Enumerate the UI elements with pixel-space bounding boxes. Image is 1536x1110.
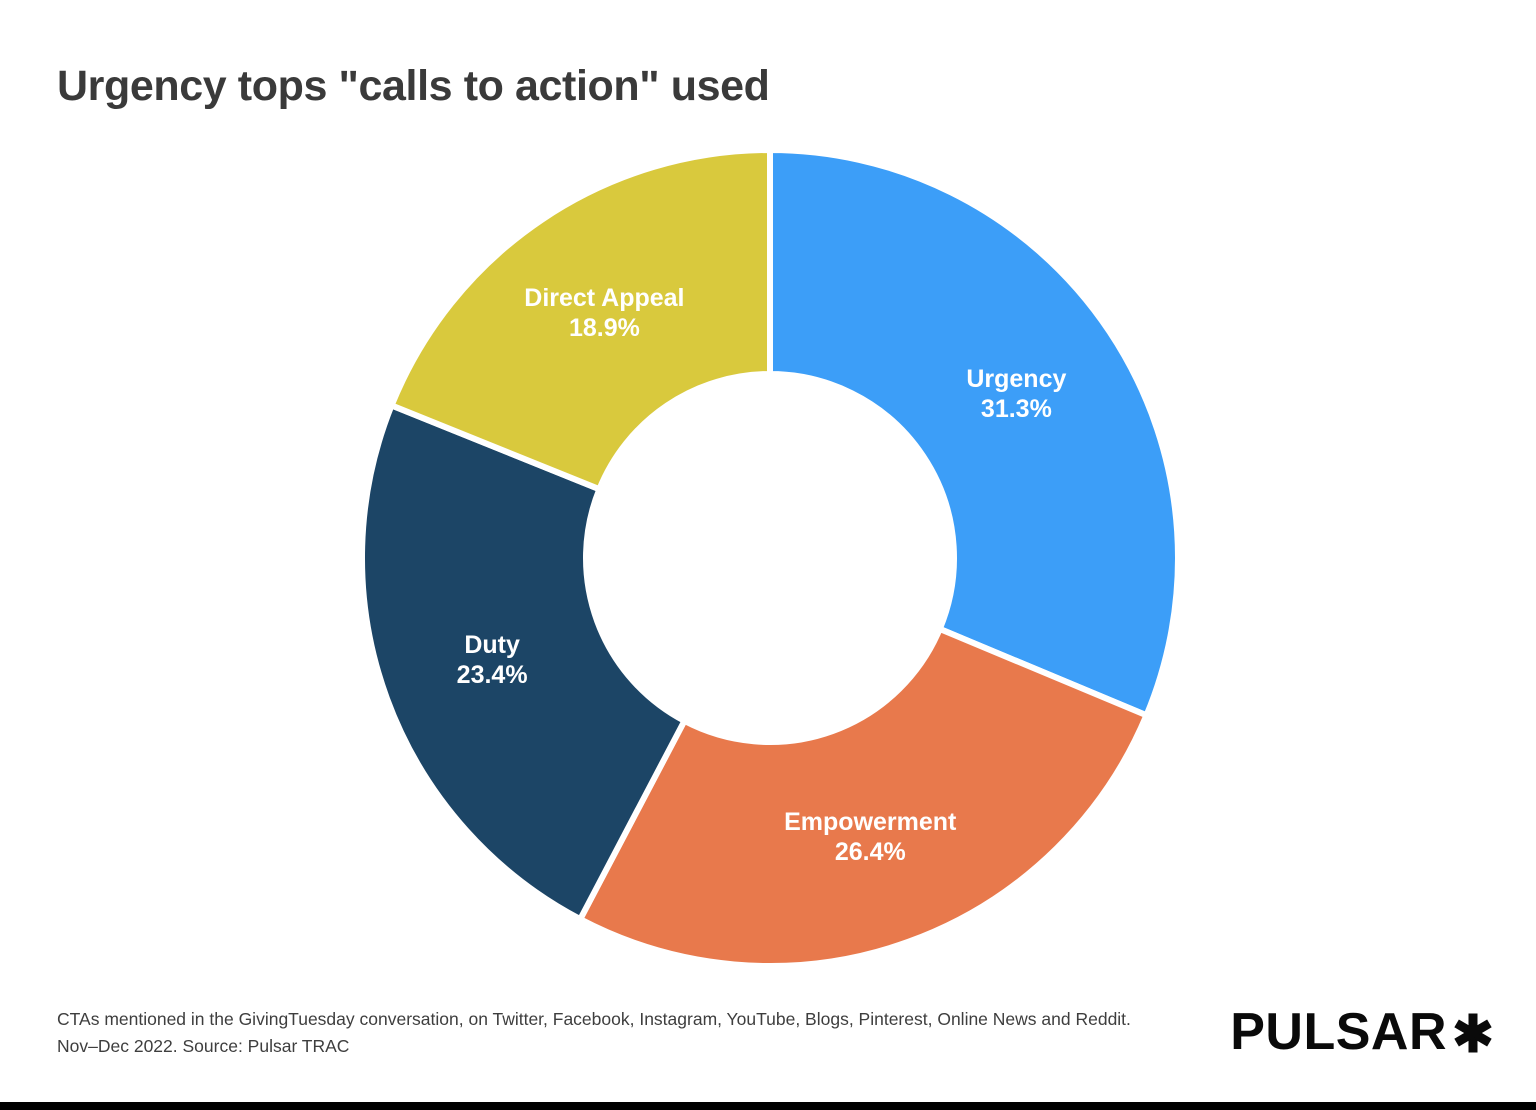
source-note: CTAs mentioned in the GivingTuesday conv… (57, 1006, 1131, 1060)
segment-urgency (767, 147, 1181, 719)
source-note-line-1: CTAs mentioned in the GivingTuesday conv… (57, 1009, 1131, 1029)
chart-title: Urgency tops "calls to action" used (57, 62, 770, 110)
segment-duty (359, 402, 688, 923)
pulsar-logo-text: PULSAR (1230, 1003, 1447, 1061)
bottom-accent-bar (0, 1102, 1536, 1110)
donut-chart-svg (359, 147, 1181, 969)
donut-chart: Urgency 31.3% Empowerment 26.4% Duty 23.4% Dir… (355, 143, 1185, 973)
pulsar-logo: PULSAR (1230, 1002, 1494, 1062)
source-note-line-2: Nov–Dec 2022. Source: Pulsar TRAC (57, 1036, 350, 1056)
segment-empowerment (577, 625, 1150, 969)
footer: CTAs mentioned in the GivingTuesday conv… (57, 1003, 1494, 1062)
pulsar-star-icon (1454, 1013, 1492, 1053)
segment-direct-appeal (388, 147, 773, 493)
